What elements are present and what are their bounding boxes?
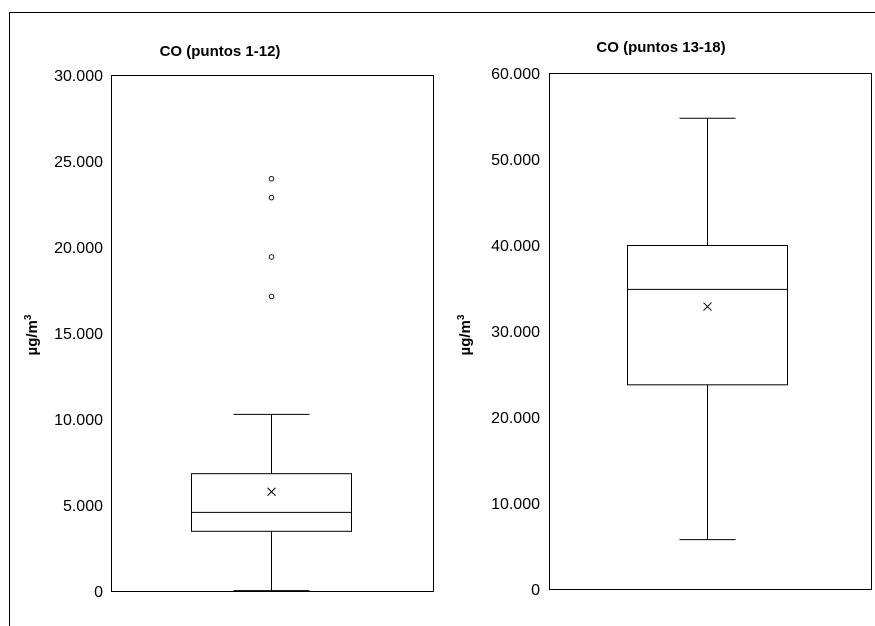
y-tick-label: 10.000 [491, 496, 540, 513]
mean-marker [703, 302, 712, 311]
mean-marker-stroke [703, 302, 712, 311]
chart-co-puntos-1-12: CO (puntos 1-12) 0 5.000 10.000 15.000 20.00… [23, 43, 434, 601]
y-tick-label: 0 [531, 582, 540, 599]
box-plot [627, 117, 788, 541]
y-axis-ticks: 0 10.000 20.000 30.000 40.000 50.000 60.000 [491, 66, 540, 599]
outlier-point [268, 254, 275, 260]
y-tick-label: 30.000 [54, 68, 103, 85]
y-tick-label: 50.000 [491, 152, 540, 169]
box-plot [191, 175, 352, 592]
plot-area [111, 75, 434, 592]
y-tick-label: 25.000 [54, 154, 103, 171]
y-tick-label: 30.000 [491, 324, 540, 341]
y-tick-label: 20.000 [54, 240, 103, 257]
chart-co-puntos-13-18: CO (puntos 13-18) 0 10.000 20.000 30.000 40.… [456, 39, 872, 599]
mean-marker [267, 487, 276, 497]
y-tick-label: 0 [94, 584, 103, 601]
y-axis-label-superscript: 3 [456, 314, 467, 320]
outlier-point [268, 293, 275, 300]
chart-title: CO (puntos 13-18) [596, 39, 725, 56]
iqr-box [191, 473, 352, 532]
y-tick-label: 5.000 [63, 498, 103, 515]
iqr-box [627, 245, 788, 386]
y-axis-label-text: µg/m [457, 320, 474, 355]
y-axis-label: µg/m3 [456, 314, 474, 355]
y-axis-ticks: 0 5.000 10.000 15.000 20.000 25.000 30.000 [54, 68, 103, 601]
mean-marker-stroke [267, 487, 276, 497]
y-axis-label-superscript: 3 [23, 314, 34, 320]
y-axis-label: µg/m3 [23, 314, 41, 355]
chart-title: CO (puntos 1-12) [160, 43, 281, 60]
outlier-point [268, 194, 275, 201]
outlier-point [268, 175, 275, 182]
y-tick-label: 20.000 [491, 410, 540, 427]
y-axis-label-text: µg/m [24, 320, 41, 355]
y-tick-label: 60.000 [491, 66, 540, 83]
y-tick-label: 15.000 [54, 326, 103, 343]
y-tick-label: 40.000 [491, 238, 540, 255]
y-tick-label: 10.000 [54, 412, 103, 429]
plot-area [549, 73, 872, 590]
